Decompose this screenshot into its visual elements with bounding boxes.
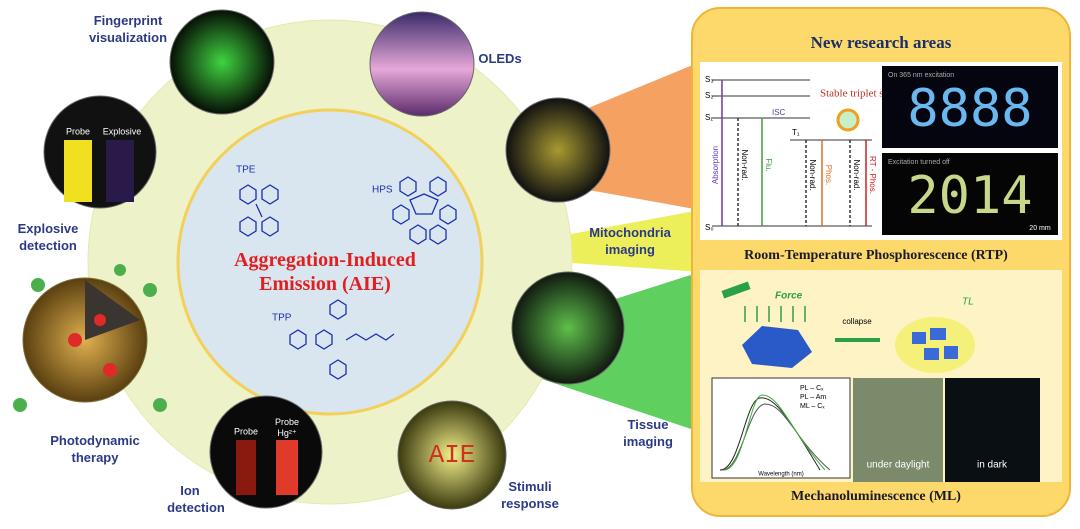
vial-label: Probe bbox=[66, 126, 90, 136]
app-label: Mitochondria imaging bbox=[589, 225, 671, 257]
display: 2014 bbox=[907, 166, 1032, 226]
level-label: S₁ bbox=[705, 113, 713, 122]
transition-label: RT - Phos. bbox=[868, 156, 877, 194]
ml-label: Mechanoluminescence (ML) bbox=[791, 489, 961, 504]
triplet-label: Stable triplet state bbox=[820, 88, 900, 100]
force-arrows bbox=[744, 306, 806, 322]
app-label: Stimuli response bbox=[501, 479, 559, 511]
vial bbox=[106, 140, 134, 202]
legend-entry: ML – Cₓ bbox=[800, 403, 825, 410]
app-label: Explosive detection bbox=[18, 221, 79, 253]
app-label: Fingerprint visualization bbox=[89, 13, 167, 45]
vial-label: Probe bbox=[234, 426, 258, 436]
legend-entry: PL – Cₓ bbox=[800, 385, 824, 392]
triplet-icon bbox=[836, 108, 860, 132]
molecule-label: TPP bbox=[272, 313, 292, 324]
fingerprint-photo bbox=[169, 9, 275, 115]
level-label: S₀ bbox=[705, 223, 714, 232]
inner-circle bbox=[176, 108, 484, 416]
app-label: Photodynamic therapy bbox=[50, 433, 140, 465]
hammer bbox=[721, 281, 751, 299]
crystal bbox=[742, 326, 812, 368]
dark-photo bbox=[945, 378, 1040, 482]
daylight-photo bbox=[853, 378, 943, 482]
force-label: Force bbox=[775, 291, 803, 302]
fragments bbox=[912, 328, 958, 360]
display: 8888 bbox=[907, 79, 1032, 139]
vial bbox=[236, 440, 256, 495]
transition-label: Absorption bbox=[711, 146, 720, 184]
spectrum-curve bbox=[723, 394, 826, 471]
tl-label: TL bbox=[962, 297, 974, 308]
oled-photo bbox=[369, 11, 475, 117]
app-label: OLEDs bbox=[478, 51, 521, 66]
transition-label: Phos. bbox=[824, 165, 833, 185]
molecule-label: TPE bbox=[236, 165, 256, 176]
photo-caption: under daylight bbox=[867, 460, 930, 471]
rtp-label: Room-Temperature Phosphorescence (RTP) bbox=[744, 248, 1008, 263]
panel-title: New research areas bbox=[811, 33, 952, 52]
aie-title: Aggregation-Induced Emission (AIE) bbox=[234, 249, 416, 295]
molecules bbox=[239, 176, 457, 380]
level-label: S₃ bbox=[705, 75, 714, 84]
vial bbox=[276, 440, 298, 495]
x-axis-label: Wavelength (nm) bbox=[758, 472, 803, 478]
transition-label: Non-rad. bbox=[808, 159, 817, 190]
molecule-label: HPS bbox=[372, 185, 393, 196]
transition-label: Non-rad. bbox=[740, 149, 749, 180]
photo-caption: in dark bbox=[977, 460, 1008, 471]
vial-label: Explosive bbox=[103, 126, 142, 136]
mitochondria-photo bbox=[505, 97, 611, 203]
caption: On 365 nm excitation bbox=[888, 72, 954, 79]
app-label: Tissue imaging bbox=[623, 417, 673, 449]
level-label: T₁ bbox=[792, 128, 800, 137]
stimuli-text: AIE bbox=[429, 440, 476, 470]
transition-label: Non-rad. bbox=[852, 159, 861, 190]
on-photo bbox=[882, 66, 1058, 148]
scale-label: 20 mm bbox=[1029, 225, 1051, 232]
transition-labels: Absorption Non-rad. Flu. Non-rad. Phos. … bbox=[711, 146, 877, 194]
ion-photo bbox=[209, 395, 323, 509]
transitions bbox=[721, 80, 867, 226]
isc-label: ISC bbox=[772, 108, 786, 117]
stimuli-photo bbox=[397, 400, 507, 510]
caption: Excitation turned off bbox=[888, 159, 950, 166]
ros bbox=[13, 264, 167, 412]
dyes bbox=[68, 314, 117, 377]
off-photo bbox=[882, 153, 1058, 235]
glow bbox=[895, 317, 975, 373]
vial bbox=[64, 140, 92, 202]
legend-entry: PL – Am bbox=[800, 394, 826, 401]
tissue-photo bbox=[511, 271, 625, 385]
app-label: Ion detection bbox=[167, 483, 225, 515]
transition-label: Flu. bbox=[764, 158, 773, 171]
level-label: S₂ bbox=[705, 91, 713, 100]
collapse-label: collapse bbox=[842, 317, 872, 326]
explosive-photo bbox=[43, 95, 157, 209]
vial-label: Probe Hg²⁺ bbox=[275, 417, 299, 438]
